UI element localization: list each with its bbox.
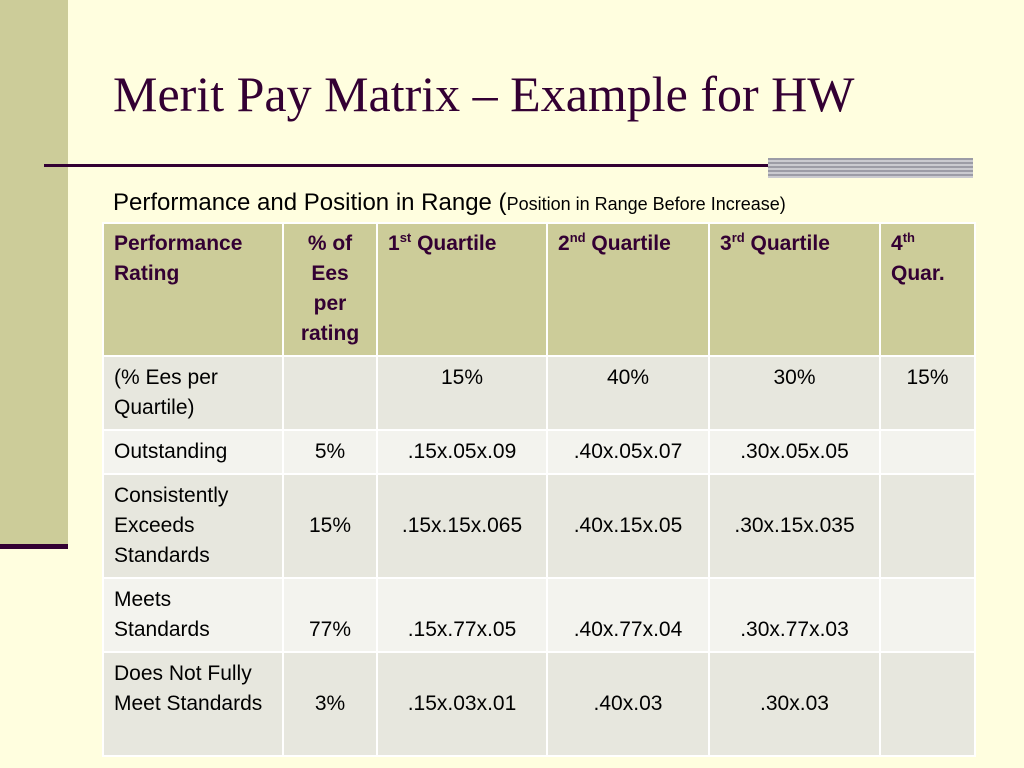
table-row-meets-standards: Meets Standards 77% .15x.77x.05 .40x.77x… <box>102 577 976 653</box>
cell-q1: .15x.15x.065 <box>376 473 548 579</box>
cell-q2: .40x.15x.05 <box>546 473 710 579</box>
cell-pct <box>282 355 378 431</box>
header-pct-ees-per-rating: % of Ees per rating <box>282 222 378 357</box>
cell-rating: Consistently Exceeds Standards <box>102 473 284 579</box>
cell-q2: 40% <box>546 355 710 431</box>
table-row-does-not-fully-meet: Does Not Fully Meet Standards 3% .15x.03… <box>102 651 976 757</box>
cell-q2: .40x.05x.07 <box>546 429 710 475</box>
table-caption-note: Position in Range Before Increase) <box>506 194 786 214</box>
cell-q1: 15% <box>376 355 548 431</box>
table-row-outstanding: Outstanding 5% .15x.05x.09 .40x.05x.07 .… <box>102 429 976 475</box>
cell-rating: (% Ees per Quartile) <box>102 355 284 431</box>
header-performance-rating: Performance Rating <box>102 222 284 357</box>
table-row-pct-per-quartile: (% Ees per Quartile) 15% 40% 30% 15% <box>102 355 976 431</box>
table-caption: Performance and Position in Range (Posit… <box>113 188 786 219</box>
cell-q3: .30x.05x.05 <box>708 429 881 475</box>
header-2nd-quartile: 2nd Quartile <box>546 222 710 357</box>
table-header-row: Performance Rating % of Ees per rating 1… <box>102 222 976 357</box>
cell-q3: .30x.77x.03 <box>708 577 881 653</box>
cell-q3: .30x.03 <box>708 651 881 757</box>
table-row-consistently-exceeds: Consistently Exceeds Standards 15% .15x.… <box>102 473 976 579</box>
cell-q1: .15x.03x.01 <box>376 651 548 757</box>
slide-title: Merit Pay Matrix – Example for HW <box>113 66 855 122</box>
cell-pct: 77% <box>282 577 378 653</box>
cell-q4 <box>879 651 976 757</box>
cell-q4 <box>879 429 976 475</box>
cell-rating: Does Not Fully Meet Standards <box>102 651 284 757</box>
cell-q4 <box>879 473 976 579</box>
header-1st-quartile: 1st Quartile <box>376 222 548 357</box>
cell-q4 <box>879 577 976 653</box>
left-accent-band <box>0 0 68 546</box>
title-divider-line <box>44 164 769 167</box>
cell-pct: 5% <box>282 429 378 475</box>
left-accent-line <box>0 544 68 549</box>
cell-rating: Meets Standards <box>102 577 284 653</box>
header-4th-quartile: 4th Quar. <box>879 222 976 357</box>
cell-q3: .30x.15x.035 <box>708 473 881 579</box>
cell-pct: 3% <box>282 651 378 757</box>
cell-q2: .40x.03 <box>546 651 710 757</box>
cell-q1: .15x.77x.05 <box>376 577 548 653</box>
cell-q3: 30% <box>708 355 881 431</box>
cell-q2: .40x.77x.04 <box>546 577 710 653</box>
cell-q1: .15x.05x.09 <box>376 429 548 475</box>
cell-q4: 15% <box>879 355 976 431</box>
cell-rating: Outstanding <box>102 429 284 475</box>
cell-pct: 15% <box>282 473 378 579</box>
merit-pay-matrix-table: Performance Rating % of Ees per rating 1… <box>102 222 976 757</box>
table-caption-main: Performance and Position in Range ( <box>113 189 507 216</box>
title-divider-accent <box>768 158 973 178</box>
header-3rd-quartile: 3rd Quartile <box>708 222 881 357</box>
